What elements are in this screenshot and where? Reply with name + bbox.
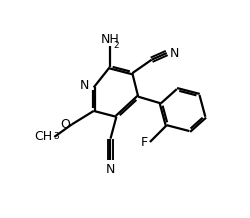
Text: N: N xyxy=(106,163,115,176)
Text: 3: 3 xyxy=(54,132,59,141)
Text: 2: 2 xyxy=(113,41,119,51)
Text: O: O xyxy=(61,118,70,131)
Text: CH: CH xyxy=(34,130,52,143)
Text: N: N xyxy=(170,46,179,60)
Text: N: N xyxy=(79,79,89,92)
Text: NH: NH xyxy=(100,33,119,46)
Text: F: F xyxy=(140,136,147,149)
